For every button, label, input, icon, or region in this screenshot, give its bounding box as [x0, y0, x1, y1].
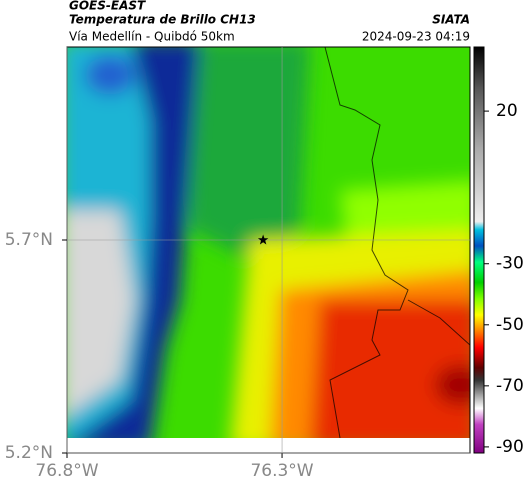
lon-tick-label: 76.3°W [250, 461, 313, 481]
lat-tick-label: 5.2°N [5, 443, 53, 463]
colorbar-tick-label: -30 [496, 254, 524, 274]
colorbar-tick-label: -90 [496, 437, 524, 457]
colorbar-tick-label: -50 [496, 315, 524, 335]
lat-tick-label: 5.7°N [5, 230, 53, 250]
satellite-image [67, 47, 470, 438]
colorbar-tick-label: -70 [496, 376, 524, 396]
colorbar-tick-label: 20 [496, 101, 518, 121]
location-marker [257, 234, 269, 245]
source: SIATA [432, 13, 470, 27]
satellite: GOES-EAST [69, 0, 146, 13]
route: Vía Medellín - Quibdó 50km [69, 30, 235, 44]
product: Temperatura de Brillo CH13 [69, 13, 256, 27]
lon-tick-label: 76.8°W [35, 461, 98, 481]
datetime: 2024-09-23 04:19 [362, 30, 470, 44]
